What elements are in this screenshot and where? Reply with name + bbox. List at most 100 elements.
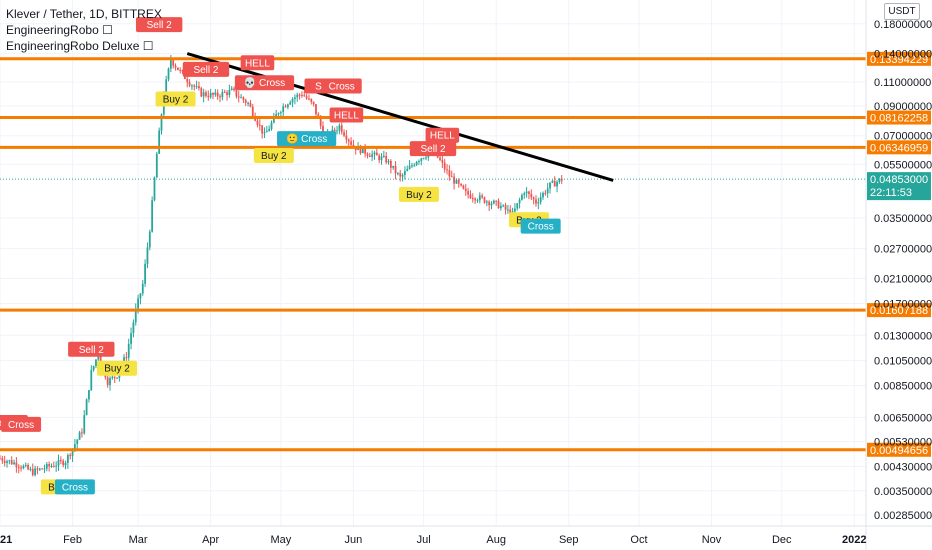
- candle-body: [172, 60, 175, 66]
- candle-body: [48, 463, 51, 467]
- candle-body: [29, 468, 32, 470]
- candle-body: [13, 462, 15, 465]
- signal-sell-box: [182, 61, 230, 77]
- candle-body: [198, 86, 200, 89]
- current-price-label: 0.04853000: [870, 174, 928, 186]
- candle-body: [279, 112, 282, 114]
- candle-body: [474, 198, 477, 201]
- chart-title: Klever / Tether, 1D, BITTREX: [6, 7, 162, 21]
- y-tick-label: 0.00350000: [874, 486, 932, 498]
- candle-body: [296, 94, 299, 98]
- indicator-label[interactable]: EngineeringRobo Deluxe ☐: [6, 39, 154, 53]
- y-tick-label: 0.01050000: [874, 356, 932, 368]
- hline-price-label: 0.00494656: [870, 445, 928, 457]
- candle-body: [551, 180, 554, 183]
- candle-body: [485, 201, 488, 203]
- candle-body: [502, 205, 505, 207]
- candle-body: [535, 199, 537, 204]
- candle-body: [66, 455, 69, 464]
- signal-buy-label: Buy 2: [104, 364, 130, 375]
- candle-body: [347, 139, 350, 142]
- signal-sell-box: [425, 127, 460, 143]
- x-tick-label: 2021: [0, 534, 12, 546]
- candle-body: [20, 467, 22, 469]
- candle-body: [38, 468, 41, 470]
- signal-sell-label: Cross: [8, 420, 34, 431]
- candle-body: [263, 132, 266, 134]
- candle-body: [343, 132, 345, 136]
- candle-body: [209, 92, 212, 98]
- candle-body: [10, 460, 13, 465]
- signal-sell-box: [409, 141, 457, 157]
- candle-body: [495, 200, 498, 202]
- candle-body: [179, 70, 182, 72]
- candle-body: [212, 92, 214, 95]
- trendline[interactable]: [186, 52, 614, 182]
- candle-body: [378, 155, 381, 161]
- currency-label[interactable]: USDT: [884, 3, 920, 20]
- hline-price-tag: [867, 110, 931, 125]
- indicator-label[interactable]: EngineeringRobo ☐: [6, 23, 113, 37]
- candle-body: [233, 88, 235, 91]
- candle-body: [422, 158, 425, 160]
- candle-body: [317, 114, 320, 118]
- trendline-segment: [186, 52, 614, 182]
- candle-body: [469, 194, 472, 198]
- candle-body: [396, 173, 399, 175]
- candle-body: [467, 191, 470, 195]
- candle-body: [546, 188, 549, 194]
- candle-body: [99, 354, 102, 363]
- candle-body: [373, 152, 376, 155]
- candle-body: [148, 231, 151, 248]
- candle-body: [1, 458, 4, 461]
- candle-body: [322, 125, 324, 136]
- candle-body: [308, 98, 310, 100]
- candle-body: [457, 179, 460, 184]
- signal-cross-label: 🙂 Cross: [286, 133, 327, 145]
- candle-body: [350, 141, 352, 145]
- y-tick-label: 0.02700000: [874, 244, 932, 256]
- candle-body: [17, 466, 20, 468]
- candle-body: [301, 94, 303, 96]
- candle-body: [284, 106, 287, 108]
- x-tick-label: Apr: [202, 534, 219, 546]
- grid: [0, 0, 866, 526]
- candle-body: [399, 173, 402, 177]
- signal-cross-label: Cross: [62, 482, 88, 493]
- y-tick-label: 0.00650000: [874, 412, 932, 424]
- candle-body: [303, 95, 306, 97]
- candle-body: [207, 95, 210, 98]
- candle-body: [167, 68, 170, 80]
- signal-sell-label: Sell 2: [193, 65, 218, 76]
- candle-body: [43, 468, 46, 470]
- horizontal-lines[interactable]: 0.13394229 0.08162258 0.06346959 0.01607188…: [0, 51, 931, 457]
- candle-body: [315, 104, 317, 115]
- candle-body: [537, 202, 540, 204]
- candle-body: [151, 200, 154, 232]
- candle-body: [387, 160, 390, 163]
- candle-body: [497, 200, 500, 209]
- signal-buy-label: Buy 2: [406, 190, 432, 201]
- candle-body: [448, 170, 451, 177]
- hline-price-label: 0.08162258: [870, 113, 928, 125]
- signal-sell-label: HELL: [334, 111, 359, 122]
- candle-body: [385, 155, 388, 163]
- y-tick-label: 0.02100000: [874, 273, 932, 285]
- candle-body: [272, 116, 275, 123]
- y-tick-label: 0.05500000: [874, 159, 932, 171]
- candle-body: [8, 460, 11, 462]
- candle-body: [34, 468, 37, 476]
- candle-body: [338, 125, 341, 131]
- candle-body: [125, 357, 128, 359]
- signal-sell-label: Sell 2: [147, 20, 172, 31]
- candle-body: [364, 147, 367, 154]
- candle-body: [73, 444, 76, 449]
- candle-body: [499, 206, 502, 209]
- candle-body: [425, 157, 427, 159]
- candle-body: [523, 193, 526, 196]
- candle-body: [305, 96, 308, 99]
- y-tick-label: 0.03500000: [874, 213, 932, 225]
- candle-body: [132, 322, 135, 334]
- x-tick-label: Nov: [702, 534, 722, 546]
